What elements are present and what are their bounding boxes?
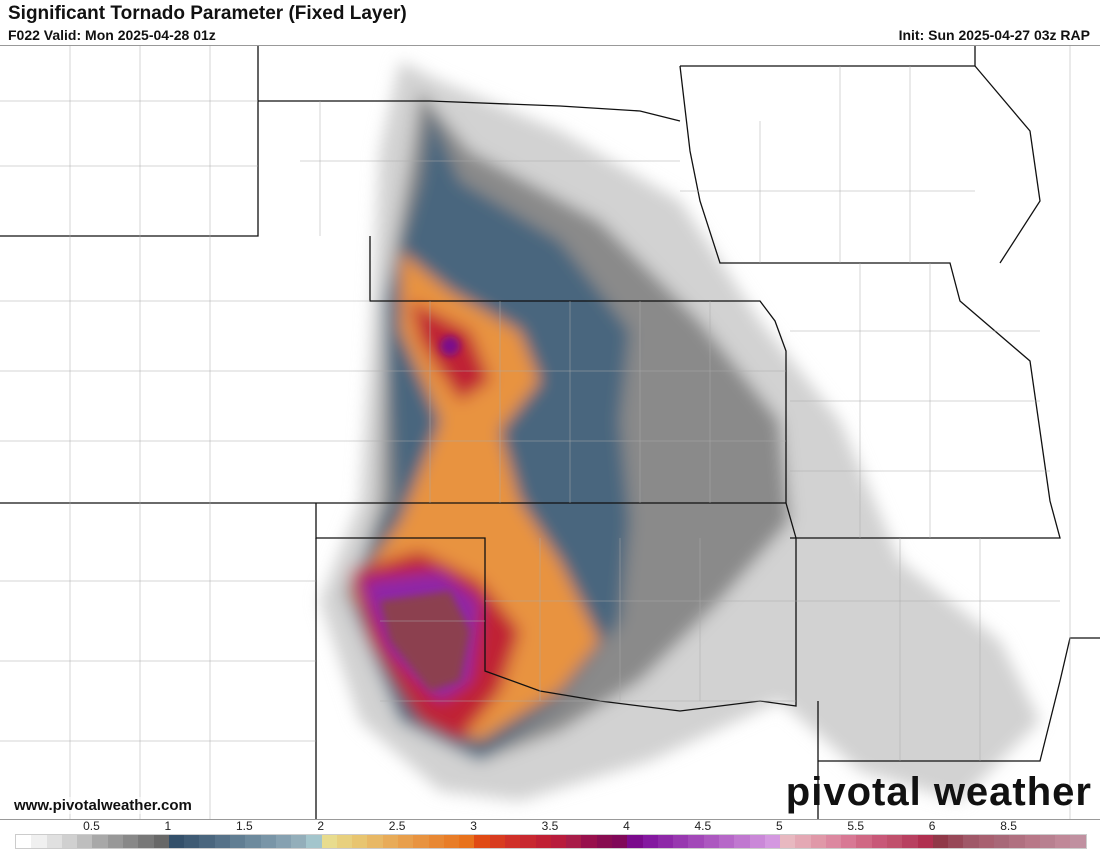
init-time: Init: Sun 2025-04-27 03z RAP [898, 27, 1090, 43]
color-scale-label: 4.5 [694, 819, 712, 833]
color-swatch [963, 835, 979, 848]
color-swatch [184, 835, 200, 848]
color-scale-bar [15, 834, 1087, 849]
color-swatch [382, 835, 399, 848]
color-swatch [948, 835, 964, 848]
color-swatch [932, 835, 949, 848]
color-swatch [871, 835, 888, 848]
color-swatch [657, 835, 674, 848]
color-swatch [275, 835, 292, 848]
color-scale-label: 3 [470, 819, 477, 833]
color-swatch [153, 835, 169, 848]
color-swatch [917, 835, 933, 848]
color-swatch [688, 835, 704, 848]
color-swatch [902, 835, 918, 848]
color-swatch [535, 835, 551, 848]
color-scale-label: 2 [317, 819, 325, 833]
color-swatch [398, 835, 414, 848]
color-swatch [1070, 835, 1086, 848]
color-swatch [428, 835, 444, 848]
color-swatch [642, 835, 658, 848]
color-scale-label: 1.5 [235, 819, 253, 833]
color-swatch [214, 835, 230, 848]
color-swatch [520, 835, 536, 848]
color-swatch [505, 835, 521, 848]
color-swatch [1009, 835, 1025, 848]
stp-contours [320, 61, 1040, 801]
color-swatch [856, 835, 872, 848]
color-swatch [489, 835, 505, 848]
color-swatch [627, 835, 643, 848]
color-swatch [994, 835, 1010, 848]
color-swatch [443, 835, 460, 848]
color-swatch [245, 835, 261, 848]
color-swatch [16, 835, 32, 848]
color-swatch [352, 835, 368, 848]
color-swatch [673, 835, 689, 848]
color-swatch [841, 835, 857, 848]
color-scale-label: 1 [164, 819, 172, 833]
color-swatch [31, 835, 47, 848]
color-swatch [122, 835, 139, 848]
state-borders [0, 46, 1100, 819]
color-swatch [367, 835, 383, 848]
color-swatch [887, 835, 903, 848]
color-swatch [77, 835, 93, 848]
color-swatch [413, 835, 429, 848]
map-title: Significant Tornado Parameter (Fixed Lay… [8, 3, 407, 24]
color-scale-label: 8.5 [1000, 819, 1017, 833]
weather-map[interactable] [0, 45, 1100, 820]
color-scale-label: 5.5 [847, 819, 865, 833]
color-swatch [611, 835, 628, 848]
color-swatch [734, 835, 750, 848]
color-swatch [978, 835, 994, 848]
color-swatch [1024, 835, 1040, 848]
color-scale-label: 4 [623, 819, 630, 833]
color-swatch [596, 835, 612, 848]
valid-time: F022 Valid: Mon 2025-04-28 01z [8, 27, 216, 43]
color-swatch [229, 835, 246, 848]
color-swatch [810, 835, 826, 848]
stp-field [0, 46, 1100, 819]
color-swatch [795, 835, 811, 848]
color-scale-label: 2.5 [388, 819, 406, 833]
color-swatch [321, 835, 337, 848]
color-scale-label: 0.5 [83, 819, 100, 833]
color-swatch [718, 835, 735, 848]
color-swatch [566, 835, 582, 848]
color-swatch [825, 835, 842, 848]
color-swatch [138, 835, 154, 848]
color-swatch [1039, 835, 1056, 848]
color-swatch [749, 835, 765, 848]
county-borders [0, 46, 1071, 819]
color-swatch [780, 835, 796, 848]
color-swatch [168, 835, 185, 848]
color-scale-label: 5 [775, 819, 783, 833]
color-scale-label: 6 [928, 819, 936, 833]
color-swatch [581, 835, 597, 848]
color-swatch [61, 835, 78, 848]
color-swatch [474, 835, 490, 848]
color-swatch [107, 835, 123, 848]
color-swatch [260, 835, 276, 848]
color-swatch [336, 835, 353, 848]
color-swatch [92, 835, 108, 848]
color-swatch [764, 835, 781, 848]
color-scale-label: 3.5 [541, 819, 559, 833]
color-swatch [703, 835, 719, 848]
pivotal-weather-logo: pivotal weather [785, 770, 1092, 814]
color-swatch [46, 835, 62, 848]
color-swatch [199, 835, 215, 848]
color-swatch [1055, 835, 1071, 848]
color-swatch [306, 835, 322, 848]
color-swatch [550, 835, 567, 848]
color-swatch [459, 835, 475, 848]
website-url[interactable]: www.pivotalweather.com [14, 797, 192, 814]
color-swatch [291, 835, 307, 848]
